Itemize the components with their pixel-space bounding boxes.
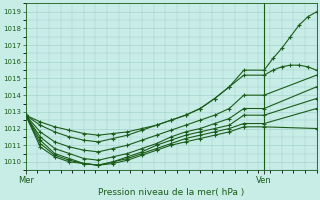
- X-axis label: Pression niveau de la mer( hPa ): Pression niveau de la mer( hPa ): [98, 188, 244, 197]
